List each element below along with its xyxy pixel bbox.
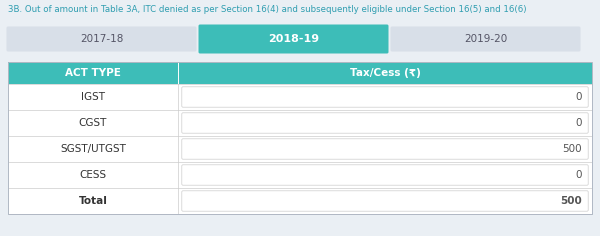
Text: 2017-18: 2017-18 bbox=[80, 34, 123, 44]
Text: CESS: CESS bbox=[79, 170, 107, 180]
FancyBboxPatch shape bbox=[182, 113, 588, 133]
Bar bbox=[8, 62, 592, 84]
Text: 0: 0 bbox=[575, 92, 582, 102]
Text: CGST: CGST bbox=[79, 118, 107, 128]
Text: 2018-19: 2018-19 bbox=[268, 34, 319, 44]
FancyBboxPatch shape bbox=[182, 139, 588, 159]
Text: IGST: IGST bbox=[81, 92, 105, 102]
Text: SGST/UTGST: SGST/UTGST bbox=[60, 144, 126, 154]
FancyBboxPatch shape bbox=[199, 25, 389, 54]
Text: 0: 0 bbox=[575, 170, 582, 180]
Text: Tax/Cess (₹): Tax/Cess (₹) bbox=[350, 68, 421, 78]
FancyBboxPatch shape bbox=[182, 165, 588, 185]
Bar bbox=[8, 188, 592, 214]
Bar bbox=[8, 110, 592, 136]
Text: 3B. Out of amount in Table 3A, ITC denied as per Section 16(4) and subsequently : 3B. Out of amount in Table 3A, ITC denie… bbox=[8, 5, 527, 14]
Text: Total: Total bbox=[79, 196, 107, 206]
Text: 500: 500 bbox=[562, 144, 582, 154]
FancyBboxPatch shape bbox=[182, 191, 588, 211]
Text: ACT TYPE: ACT TYPE bbox=[65, 68, 121, 78]
Text: 500: 500 bbox=[560, 196, 582, 206]
Bar bbox=[8, 62, 592, 214]
Bar bbox=[8, 84, 592, 110]
Bar bbox=[8, 136, 592, 162]
Bar bbox=[8, 162, 592, 188]
Text: 2019-20: 2019-20 bbox=[464, 34, 507, 44]
Text: 0: 0 bbox=[575, 118, 582, 128]
FancyBboxPatch shape bbox=[182, 87, 588, 107]
FancyBboxPatch shape bbox=[7, 26, 197, 51]
FancyBboxPatch shape bbox=[391, 26, 581, 51]
